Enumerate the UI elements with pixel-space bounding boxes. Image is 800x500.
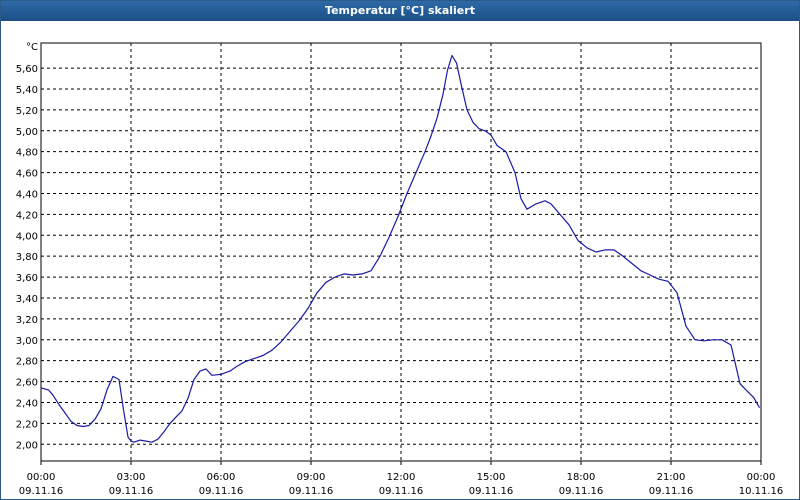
y-tick-label: 4,00 xyxy=(16,231,38,242)
temperature-series-line xyxy=(40,54,761,443)
x-tick-time: 21:00 xyxy=(657,472,686,483)
x-tick-date: 09.11.16 xyxy=(649,486,694,497)
plot-frame xyxy=(40,42,762,462)
x-tick-date: 09.11.16 xyxy=(19,486,64,497)
y-axis-unit-label: °C xyxy=(26,42,38,53)
x-tick-date: 09.11.16 xyxy=(199,486,244,497)
x-tick-time: 12:00 xyxy=(387,472,416,483)
x-tick-date: 09.11.16 xyxy=(109,486,154,497)
y-tick-label: 4,20 xyxy=(16,210,38,221)
y-tick-label: 2,40 xyxy=(16,398,38,409)
y-tick-label: 2,80 xyxy=(16,357,38,368)
x-tick-date: 09.11.16 xyxy=(379,486,424,497)
y-tick-label: 2,60 xyxy=(16,378,38,389)
x-tick-time: 15:00 xyxy=(477,472,506,483)
x-tick-date: 09.11.16 xyxy=(559,486,604,497)
x-tick-time: 18:00 xyxy=(567,472,596,483)
x-tick-date: 09.11.16 xyxy=(469,486,514,497)
y-tick-label: 5,40 xyxy=(16,85,38,96)
y-tick-label: 5,20 xyxy=(16,106,38,117)
y-tick-label: 3,60 xyxy=(16,273,38,284)
y-tick-label: 2,20 xyxy=(16,419,38,430)
y-tick-label: 3,80 xyxy=(16,252,38,263)
y-tick-label: 5,00 xyxy=(16,127,38,138)
y-tick-label: 3,40 xyxy=(16,294,38,305)
y-tick-label: 3,00 xyxy=(16,336,38,347)
x-tick-time: 06:00 xyxy=(207,472,236,483)
y-tick-label: 4,60 xyxy=(16,169,38,180)
y-tick-label: 2,00 xyxy=(16,440,38,451)
x-tick-time: 03:00 xyxy=(117,472,146,483)
x-tick-time: 09:00 xyxy=(297,472,326,483)
x-tick-time: 00:00 xyxy=(747,472,776,483)
y-tick-label: 3,20 xyxy=(16,315,38,326)
window-title: Temperatur [°C] skaliert xyxy=(1,1,799,21)
x-tick-date: 10.11.16 xyxy=(739,486,784,497)
y-tick-label: 4,80 xyxy=(16,148,38,159)
y-tick-label: 5,60 xyxy=(16,64,38,75)
x-tick-date: 09.11.16 xyxy=(289,486,334,497)
x-tick-time: 00:00 xyxy=(27,472,56,483)
y-tick-label: 4,40 xyxy=(16,189,38,200)
